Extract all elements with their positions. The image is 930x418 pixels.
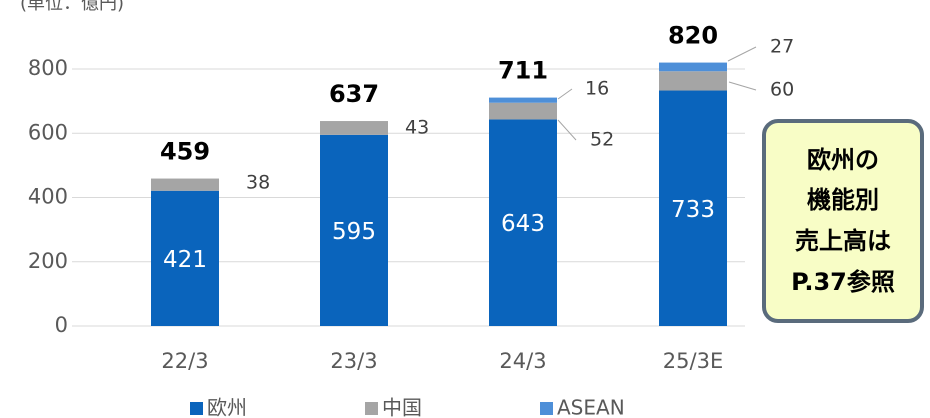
total-label: 459	[160, 138, 210, 166]
bar-segment	[320, 121, 388, 135]
callout-text: 売上高は	[795, 227, 891, 255]
value-label: 52	[590, 129, 614, 151]
legend-swatch	[365, 402, 378, 415]
value-label: 60	[770, 79, 794, 101]
y-tick-label: 400	[28, 185, 68, 209]
x-tick-label: 25/3E	[663, 349, 723, 373]
legend-label: ASEAN	[557, 396, 625, 418]
leader-line	[728, 81, 757, 91]
leader-line	[557, 88, 573, 100]
bar-segment	[151, 190, 219, 326]
value-label: 421	[163, 247, 207, 273]
leader-line	[727, 46, 757, 62]
value-label: 595	[332, 219, 376, 245]
total-label: 711	[498, 57, 548, 85]
legend-label: 中国	[382, 396, 422, 418]
y-tick-label: 800	[28, 56, 68, 80]
legend-label: 欧州	[207, 396, 247, 418]
bar-segment	[659, 71, 727, 91]
value-label: 643	[501, 211, 545, 237]
value-label: 43	[405, 117, 429, 139]
bar-segment	[151, 178, 219, 191]
value-label: 27	[770, 36, 794, 58]
unit-label: (単位：億円)	[20, 0, 124, 14]
bar-segment	[659, 62, 727, 72]
bar-segment	[320, 134, 388, 326]
callout-box	[762, 119, 924, 323]
callout-text: 機能別	[807, 186, 879, 214]
leader-line	[557, 119, 577, 141]
value-label: 16	[585, 78, 609, 100]
x-tick-label: 24/3	[499, 349, 546, 373]
y-tick-label: 200	[28, 249, 68, 273]
total-label: 637	[329, 80, 379, 108]
y-tick-label: 0	[55, 313, 68, 337]
bar-segment	[659, 90, 727, 327]
value-label: 38	[246, 172, 270, 194]
value-label: 733	[671, 197, 715, 223]
bar-segment	[489, 102, 557, 120]
bar-segment	[489, 119, 557, 326]
bar-segment	[489, 97, 557, 103]
callout-text: 欧州の	[807, 146, 879, 174]
legend-swatch	[190, 402, 203, 415]
x-tick-label: 22/3	[161, 349, 208, 373]
callout-text: P.37参照	[791, 268, 895, 296]
legend-swatch	[540, 402, 553, 415]
x-tick-label: 23/3	[330, 349, 377, 373]
y-tick-label: 600	[28, 120, 68, 144]
total-label: 820	[668, 22, 718, 50]
